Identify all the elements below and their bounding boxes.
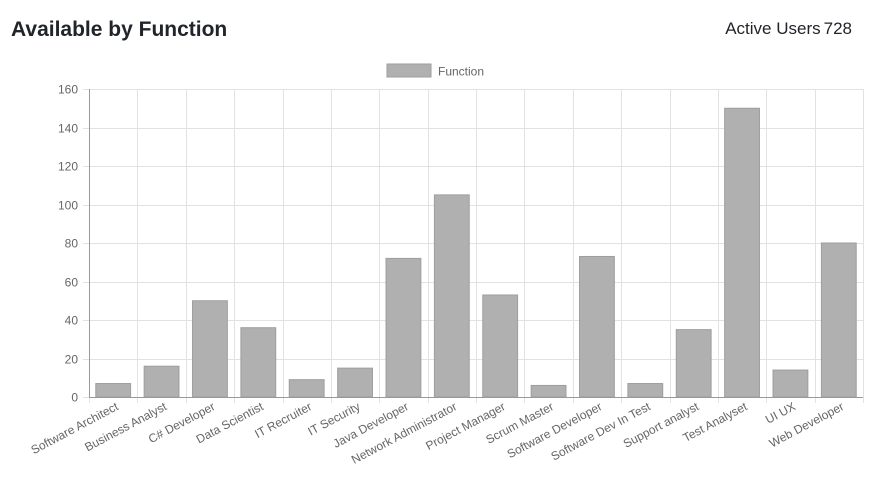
legend-swatch[interactable] — [386, 63, 432, 78]
bar[interactable] — [143, 365, 180, 398]
x-tick-label: Business Analyst — [82, 399, 169, 454]
bar[interactable] — [772, 369, 809, 398]
y-axis-ticks: 0 20 40 60 80 100 120 140 160 — [58, 83, 78, 405]
bar[interactable] — [724, 107, 760, 398]
active-users-count: 728 — [823, 19, 852, 38]
bar[interactable] — [337, 367, 373, 398]
bar[interactable] — [95, 383, 132, 398]
y-tick-label: 160 — [58, 83, 78, 97]
bar[interactable] — [627, 383, 664, 398]
bar[interactable] — [385, 257, 422, 398]
x-tick-label: UI UX — [763, 399, 798, 426]
legend-label[interactable]: Function — [438, 65, 484, 79]
bar[interactable] — [192, 300, 228, 398]
bar[interactable] — [579, 255, 615, 398]
y-tick-label: 140 — [58, 122, 78, 136]
bar[interactable] — [530, 384, 567, 398]
bar[interactable] — [820, 242, 857, 398]
y-tick-label: 120 — [58, 160, 78, 174]
bar[interactable] — [288, 379, 325, 398]
y-tick-label: 20 — [65, 353, 79, 367]
y-tick-label: 0 — [71, 391, 78, 405]
chart-title: Available by Function — [11, 18, 228, 41]
bar[interactable] — [482, 294, 519, 398]
y-tick-label: 100 — [58, 199, 78, 213]
bar[interactable] — [433, 194, 470, 398]
y-tick-label: 60 — [65, 276, 79, 290]
active-users-label: Active Users — [725, 19, 821, 38]
y-tick-label: 40 — [65, 314, 79, 328]
bars — [95, 107, 857, 398]
y-tick-label: 80 — [65, 237, 79, 251]
legend[interactable]: Function — [386, 63, 484, 79]
active-users-stat: Active Users 728 — [725, 19, 852, 39]
bar[interactable] — [240, 327, 277, 398]
bar[interactable] — [675, 329, 712, 398]
